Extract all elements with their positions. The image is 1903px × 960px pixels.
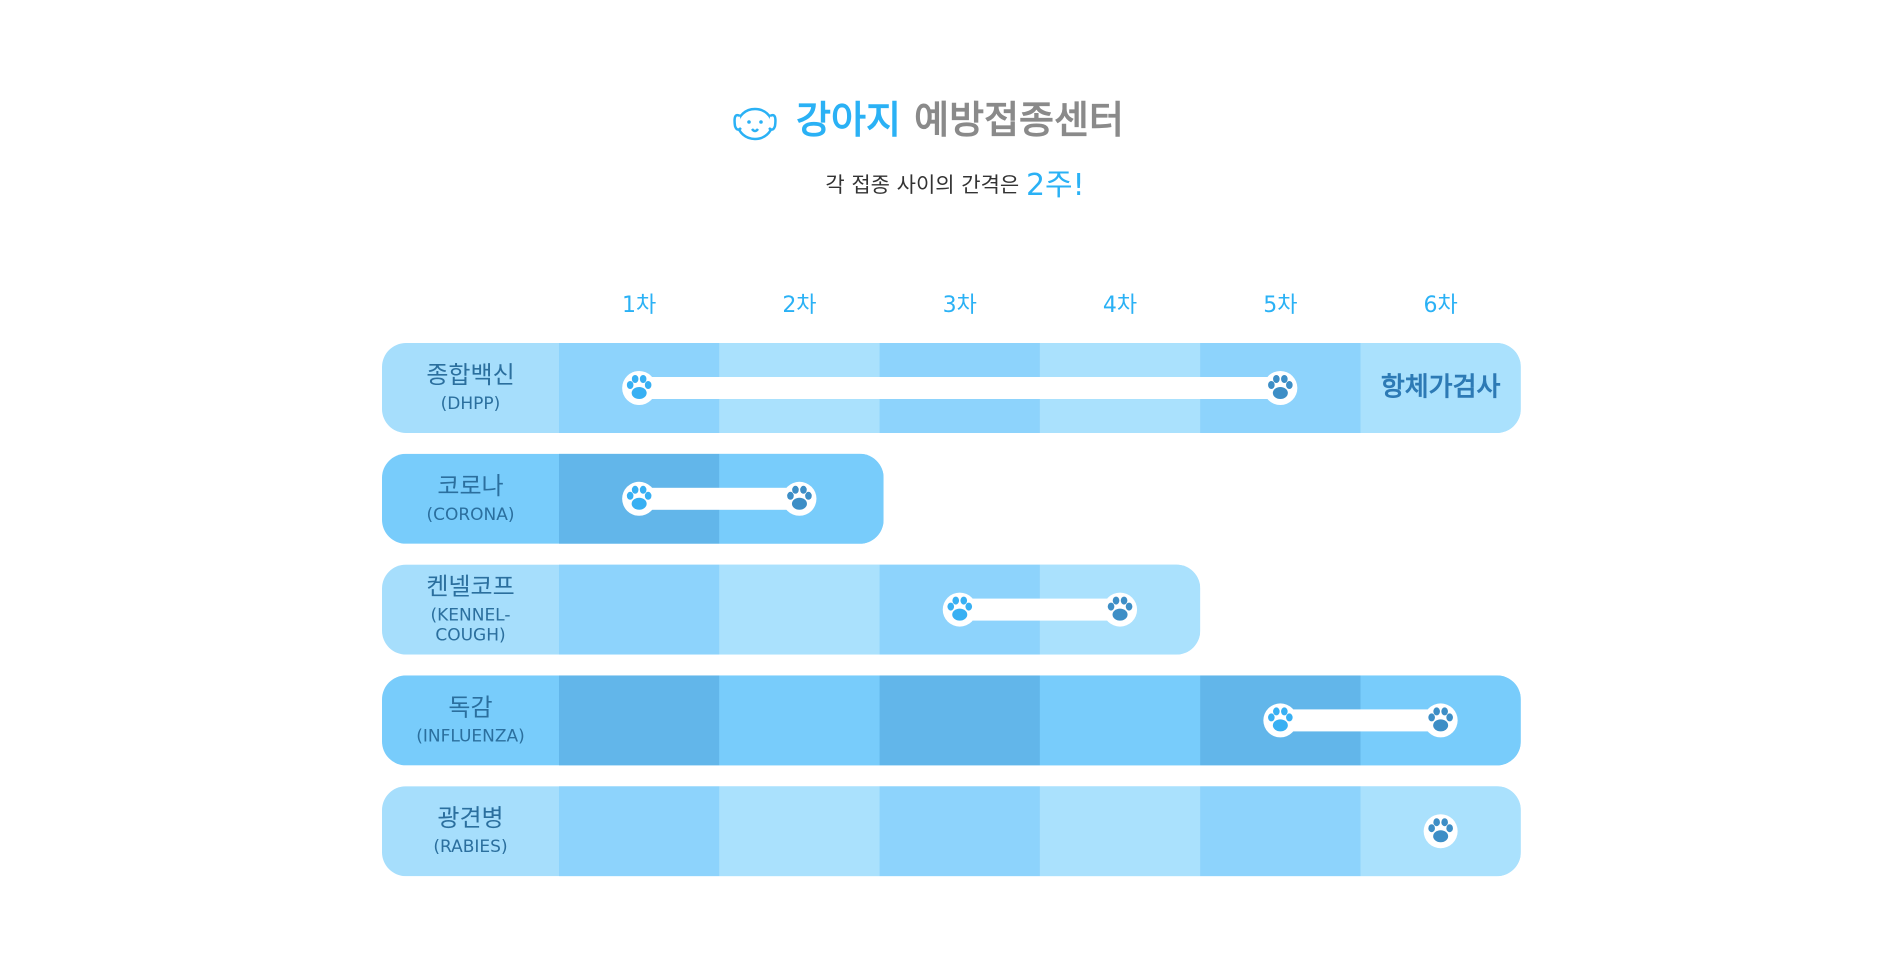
row-name-en: (DHPP) xyxy=(441,394,501,414)
row-note: 항체가검사 xyxy=(1381,373,1501,403)
paw-toe xyxy=(1268,381,1275,389)
paw-toe xyxy=(1281,707,1288,716)
paw-toe xyxy=(626,491,634,500)
column-label: 5차 xyxy=(1263,293,1297,318)
row-name: 독감 xyxy=(448,693,492,721)
paw-pad xyxy=(1433,719,1449,732)
paw-toe xyxy=(1281,375,1288,383)
paw-pad xyxy=(1272,719,1288,732)
row-cell xyxy=(719,675,880,766)
paw-icon xyxy=(622,371,657,405)
row-cell xyxy=(1039,675,1201,766)
column-label: 1차 xyxy=(622,293,656,318)
subtitle: 각 접종 사이의 간격은 2주! xyxy=(825,168,1084,203)
paw-toe xyxy=(644,381,652,389)
row-name-en: (RABIES) xyxy=(433,837,507,857)
interval-bar xyxy=(959,598,1121,621)
paw-toe xyxy=(1446,713,1453,722)
paw-toe xyxy=(1112,596,1120,605)
paw-toe xyxy=(1428,713,1435,722)
row-cell xyxy=(559,675,720,766)
row-cell xyxy=(719,564,880,655)
paw-pad xyxy=(631,497,647,510)
paw-toe xyxy=(626,381,634,389)
interval-bar xyxy=(1280,709,1441,732)
paw-icon xyxy=(1423,703,1458,738)
paw-toe xyxy=(1441,707,1448,716)
paw-icon xyxy=(1103,592,1138,627)
paw-toe xyxy=(631,485,639,494)
column-label: 6차 xyxy=(1424,293,1458,318)
paw-pad xyxy=(952,608,968,621)
row-cell xyxy=(1200,786,1361,877)
paw-toe xyxy=(952,596,960,605)
subtitle-text: 각 접종 사이의 간격은 xyxy=(825,173,1019,197)
title-accent: 강아지 xyxy=(796,98,901,142)
interval-bar xyxy=(639,487,800,510)
row-name-en: (CORONA) xyxy=(426,505,514,525)
paw-toe xyxy=(1107,602,1115,611)
row-name: 켄넬코프 xyxy=(426,573,514,601)
paw-toe xyxy=(1273,707,1280,716)
paw-toe xyxy=(639,375,647,383)
paw-pad xyxy=(1433,830,1449,843)
row-name: 종합백신 xyxy=(426,361,514,389)
paw-toe xyxy=(1433,818,1440,827)
row-cell xyxy=(879,675,1040,766)
paw-pad xyxy=(631,387,647,399)
paw-toe xyxy=(960,596,968,605)
paw-icon xyxy=(782,481,817,516)
paw-toe xyxy=(1268,713,1275,722)
title: 강아지 예방접종센터 xyxy=(796,98,1124,142)
row-cell xyxy=(559,786,720,877)
paw-icon xyxy=(942,592,977,627)
row-name-en: (INFLUENZA) xyxy=(416,726,525,746)
paw-toe xyxy=(1273,375,1280,383)
column-label: 2차 xyxy=(782,293,816,318)
paw-icon xyxy=(1423,814,1458,849)
paw-toe xyxy=(787,491,794,500)
paw-toe xyxy=(1286,713,1293,722)
dog-icon xyxy=(733,107,777,141)
paw-pad xyxy=(1272,387,1288,399)
paw-toe xyxy=(1446,824,1453,833)
row-name: 광견병 xyxy=(437,804,503,832)
paw-pad xyxy=(791,497,807,510)
row-cell xyxy=(879,786,1040,877)
row-cell xyxy=(559,564,720,655)
row-cell xyxy=(1360,343,1521,433)
paw-pad xyxy=(1112,608,1128,621)
paw-toe xyxy=(1125,602,1133,611)
row-cell xyxy=(1039,786,1201,877)
paw-toe xyxy=(631,375,639,383)
paw-toe xyxy=(644,491,652,500)
paw-toe xyxy=(1120,596,1128,605)
schedule-row xyxy=(382,786,1521,877)
paw-toe xyxy=(792,485,799,494)
paw-toe xyxy=(639,485,647,494)
column-label: 3차 xyxy=(943,293,977,318)
column-label: 4차 xyxy=(1103,293,1137,318)
paw-toe xyxy=(947,602,955,611)
paw-icon xyxy=(1263,371,1298,405)
paw-toe xyxy=(805,491,812,500)
paw-toe xyxy=(965,602,973,611)
paw-icon xyxy=(1263,703,1298,738)
paw-toe xyxy=(800,485,807,494)
paw-icon xyxy=(622,481,657,516)
row-name: 코로나 xyxy=(437,472,503,500)
row-cell xyxy=(719,786,880,877)
subtitle-accent: 2주! xyxy=(1026,168,1085,203)
paw-toe xyxy=(1286,381,1293,389)
title-rest: 예방접종센터 xyxy=(914,98,1124,142)
paw-toe xyxy=(1428,824,1435,833)
row-name-en: (KENNEL- xyxy=(430,606,510,626)
paw-toe xyxy=(1433,707,1440,716)
paw-toe xyxy=(1441,818,1448,827)
row-name-en: COUGH) xyxy=(435,626,505,646)
interval-bar xyxy=(639,377,1281,399)
